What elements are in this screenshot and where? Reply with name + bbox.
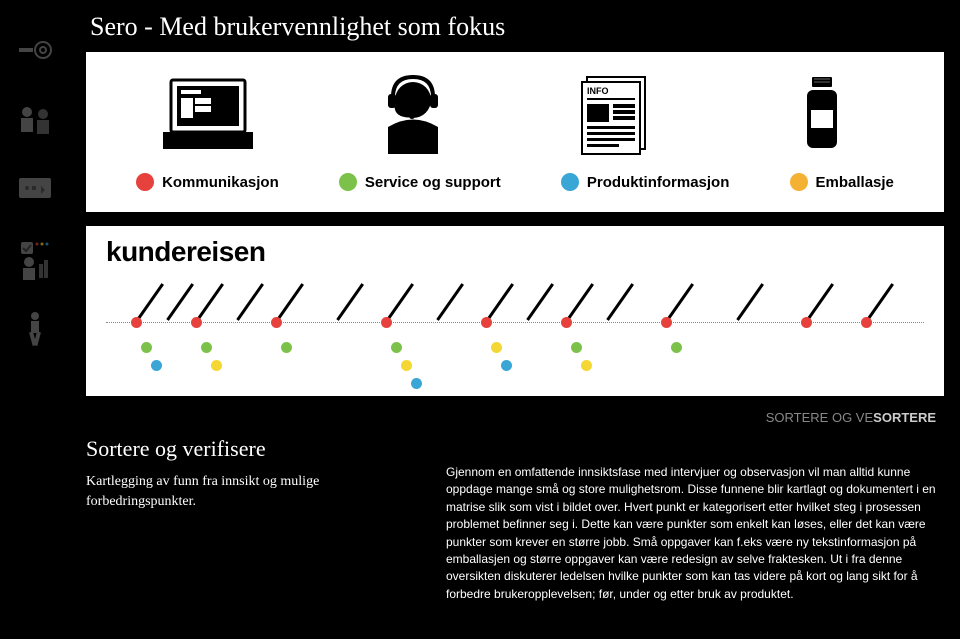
timeline-lower-dot [151,360,162,371]
timeline-slash [386,283,414,321]
timeline-lower-dot [201,342,212,353]
target-icon [15,30,55,70]
timeline-lower-dot [571,342,582,353]
timeline-axis-dot [381,317,392,328]
newspaper-icon: INFO [557,72,677,157]
body-text: Gjennom en omfattende innsiktsfase med i… [446,465,936,601]
category-dot [339,173,357,191]
timeline-lower-dot [501,360,512,371]
category-item: Service og support [339,173,501,191]
timeline-slash [866,283,894,321]
page-title: Sero - Med brukervennlighet som fokus [70,0,960,52]
timeline-lower-dot [401,360,412,371]
category-dot [561,173,579,191]
bottom-section: SORTERE OG VESORTERE Sortere og verifise… [70,420,960,603]
timeline-slash [436,283,464,321]
timeline-lower-dot [211,360,222,371]
section-heading: Sortere og verifisere [86,436,416,462]
timeline-lower-dot [491,342,502,353]
category-item: Produktinformasjon [561,173,730,191]
category-dot [136,173,154,191]
timeline-axis-dot [191,317,202,328]
timeline-slash [606,283,634,321]
timeline-axis-dot [861,317,872,328]
timeline-slash [526,283,554,321]
timeline-slash [166,283,194,321]
walking-icon [15,310,55,350]
category-item: Emballasje [790,173,894,191]
timeline-axis-dot [561,317,572,328]
timeline-lower-dot [671,342,682,353]
timeline-slash [736,283,764,321]
timeline-slash [666,283,694,321]
timeline-slash [136,283,164,321]
section-sub: Kartlegging av funn fra innsikt og mulig… [86,472,416,511]
laptop-icon [148,72,268,157]
category-label: Kommunikasjon [162,174,279,191]
timeline-axis-dot [801,317,812,328]
ghost-nav-label: SORTERE OG VESORTERE [766,410,936,425]
right-column: Gjennom en omfattende innsiktsfase med i… [446,436,944,603]
left-column: Sortere og verifisere Kartlegging av fun… [86,436,416,603]
main-content: Sero - Med brukervennlighet som fokus [70,0,960,639]
timeline-lower-dot [411,378,422,389]
timeline-axis-dot [481,317,492,328]
svg-text:INFO: INFO [587,86,609,96]
ghost-bold: SORTERE [873,410,936,425]
category-label: Produktinformasjon [587,174,730,191]
category-label: Emballasje [816,174,894,191]
categories-panel: INFO [86,52,944,212]
timeline-slash [486,283,514,321]
journey-title: kundereisen [106,236,924,268]
chat-icon [15,170,55,210]
headset-person-icon [353,72,473,157]
category-icons-row: INFO [106,62,924,157]
timeline-lower-dot [141,342,152,353]
timeline-slash [236,283,264,321]
timeline-slash [336,283,364,321]
ghost-prefix: SORTERE OG VE [766,410,873,425]
bottle-icon [762,72,882,157]
timeline-slash [806,283,834,321]
sidebar [0,0,70,639]
category-label: Service og support [365,174,501,191]
timeline-lower-dot [581,360,592,371]
timeline-slash [196,283,224,321]
timeline-slash [276,283,304,321]
timeline [106,270,924,390]
category-item: Kommunikasjon [136,173,279,191]
timeline-lower-dot [391,342,402,353]
person-check-icon [15,240,55,280]
timeline-lower-dot [281,342,292,353]
timeline-axis-dot [661,317,672,328]
people-icon [15,100,55,140]
journey-panel: kundereisen [86,226,944,396]
category-labels-row: Kommunikasjon Service og support Produktin… [106,162,924,202]
timeline-axis-dot [271,317,282,328]
category-dot [790,173,808,191]
timeline-slash [566,283,594,321]
timeline-axis-dot [131,317,142,328]
